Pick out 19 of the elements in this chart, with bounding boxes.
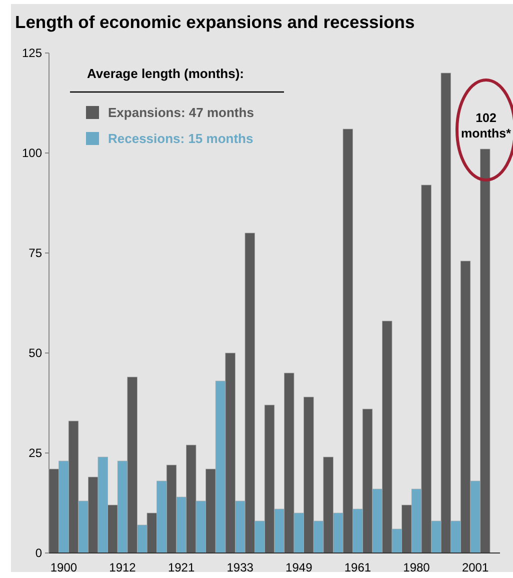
legend-label: Recessions: 15 months (108, 131, 254, 146)
y-tick-label: 0 (35, 546, 42, 560)
y-tick-label: 125 (22, 46, 42, 60)
y-tick-label: 100 (22, 146, 42, 160)
x-tick-label: 1933 (226, 560, 254, 575)
x-tick-label: 2001 (462, 560, 489, 575)
x-tick-label: 1900 (50, 560, 78, 575)
x-tick-label: 1912 (109, 560, 136, 575)
x-tick-label: 1921 (168, 560, 195, 575)
y-tick-label: 25 (28, 446, 42, 460)
y-tick-label: 50 (28, 346, 42, 360)
x-tick-label: 1980 (403, 560, 430, 575)
legend-title: Average length (months): (87, 66, 244, 81)
x-tick-label: 1949 (286, 560, 313, 575)
x-tick-label: 1961 (344, 560, 372, 575)
annotation: 102 months* (461, 111, 512, 141)
legend-label: Expansions: 47 months (108, 105, 254, 120)
chart-title: Length of economic expansions and recessions (15, 12, 415, 32)
y-tick-label: 75 (28, 246, 42, 260)
